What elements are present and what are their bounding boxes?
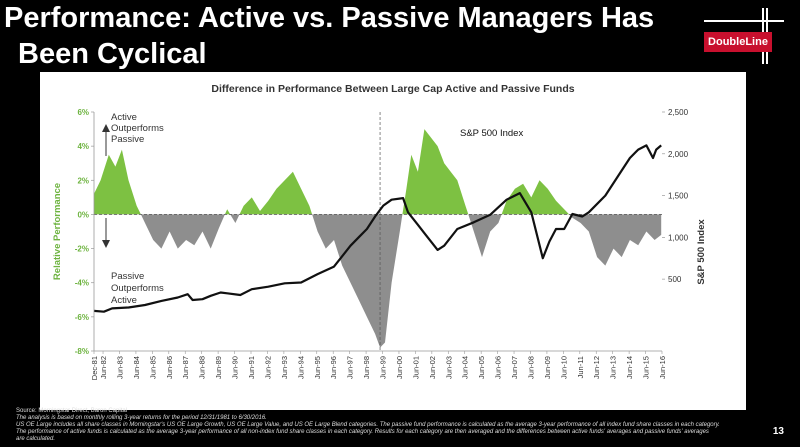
active-area-0 — [94, 149, 141, 215]
passive-area-3 — [230, 214, 240, 223]
x-tick-label-4: Jun-85 — [148, 356, 157, 379]
left-tick-label-0: 6% — [77, 108, 89, 117]
brand-line-horizontal — [704, 20, 784, 22]
x-tick-label-17: Jun-98 — [362, 356, 371, 379]
brand-mark: DoubleLine — [704, 8, 784, 68]
right-tick-label-4: 500 — [668, 275, 682, 284]
x-tick-label-30: Jun-11 — [576, 356, 585, 378]
right-tick-label-3: 1,000 — [668, 233, 689, 242]
x-tick-label-15: Jun-96 — [329, 356, 338, 379]
passive-area-5 — [312, 214, 403, 348]
slide-title: Performance: Active vs. Passive Managers… — [4, 0, 654, 72]
active-annotation-line-1: Outperforms — [111, 123, 164, 134]
x-tick-label-33: Jun-14 — [625, 356, 634, 379]
x-tick-label-9: Jun-90 — [231, 356, 240, 379]
slide-title-line2: Been Cyclical — [18, 38, 207, 70]
footer-source: Source: Morningstar Direct, Baron Capita… — [16, 408, 128, 414]
active-arrow-up-icon — [102, 124, 110, 132]
right-tick-label-1: 2,000 — [668, 150, 689, 159]
x-tick-label-7: Jun-88 — [198, 356, 207, 379]
x-tick-label-5: Jun-86 — [165, 356, 174, 379]
passive-area-1 — [140, 214, 225, 249]
right-tick-label-2: 1,500 — [668, 192, 689, 201]
x-tick-label-25: Jun-06 — [494, 356, 503, 379]
x-tick-label-0: Dec-81 — [90, 356, 99, 380]
performance-chart: Difference in Performance Between Large … — [52, 83, 707, 380]
active-area-2 — [224, 209, 231, 215]
footer-note-3: The performance of active funds is calcu… — [16, 429, 709, 435]
x-tick-label-22: Jun-03 — [444, 356, 453, 379]
x-tick-label-6: Jun-87 — [181, 356, 190, 379]
x-tick-label-21: Jun-02 — [428, 356, 437, 379]
footer-note-2: US OE Large includes all share classes i… — [16, 422, 720, 428]
left-tick-label-6: -6% — [75, 313, 89, 322]
x-tick-label-18: Jun-99 — [379, 356, 388, 379]
chart-panel: Difference in Performance Between Large … — [40, 72, 746, 410]
active-annotation-line-0: Active — [111, 112, 137, 123]
x-tick-label-34: Jun-15 — [642, 356, 651, 379]
x-tick-label-28: Jun-09 — [543, 356, 552, 379]
sp500-line — [93, 144, 662, 313]
passive-area-7 — [468, 214, 502, 258]
x-tick-label-8: Jun-89 — [214, 356, 223, 379]
x-tick-label-12: Jun-93 — [280, 356, 289, 379]
x-tick-label-23: Jun-04 — [461, 356, 470, 379]
x-tick-label-1: Jun-82 — [99, 356, 108, 379]
x-tick-label-3: Jun-84 — [132, 356, 141, 379]
active-area-8 — [501, 180, 570, 215]
x-tick-label-24: Jun-05 — [477, 356, 486, 379]
x-tick-label-19: Jun-00 — [395, 356, 404, 379]
passive-annotation-line-0: Passive — [111, 271, 144, 282]
left-tick-label-3: 0% — [77, 210, 89, 219]
x-tick-label-2: Jun-83 — [115, 356, 124, 379]
x-tick-label-31: Jun-12 — [592, 356, 601, 379]
right-tick-label-0: 2,500 — [668, 108, 689, 117]
left-tick-label-7: -8% — [75, 347, 89, 356]
x-tick-label-32: Jun-13 — [609, 356, 618, 379]
active-area-6 — [402, 129, 469, 215]
passive-annotation-line-2: Active — [111, 295, 137, 306]
x-tick-label-29: Jun-10 — [559, 356, 568, 379]
left-axis-label: Relative Performance — [52, 183, 63, 280]
footer-note-1: The analysis is based on monthly rolling… — [16, 415, 267, 421]
left-tick-label-2: 2% — [77, 176, 89, 185]
footer-note-4: are calculated. — [16, 436, 56, 442]
left-tick-label-1: 4% — [77, 142, 89, 151]
x-tick-label-27: Jun-08 — [526, 356, 535, 379]
active-area-4 — [239, 171, 313, 215]
passive-arrow-down-icon — [102, 240, 110, 248]
x-tick-label-35: Jun-16 — [658, 356, 667, 379]
footer-notes: Source: Morningstar Direct, Baron Capita… — [16, 408, 776, 443]
passive-annotation-line-1: Outperforms — [111, 283, 164, 294]
doubleline-logo: DoubleLine — [704, 32, 772, 52]
x-tick-label-13: Jun-94 — [296, 356, 305, 379]
slide-title-line1: Performance: Active vs. Passive Managers… — [4, 2, 655, 34]
page-number: 13 — [772, 426, 784, 437]
right-axis-label: S&P 500 Index — [696, 219, 707, 285]
passive-area-9 — [569, 214, 662, 266]
chart-title: Difference in Performance Between Large … — [211, 83, 574, 95]
active-annotation-line-2: Passive — [111, 134, 144, 145]
sp500-annotation: S&P 500 Index — [460, 128, 523, 139]
x-tick-label-10: Jun-91 — [247, 356, 256, 379]
x-tick-label-11: Jun-92 — [263, 356, 272, 379]
x-tick-label-14: Jun-95 — [313, 356, 322, 379]
left-tick-label-5: -4% — [75, 279, 89, 288]
x-tick-label-26: Jun-07 — [510, 356, 519, 379]
x-tick-label-20: Jun-01 — [411, 356, 420, 379]
left-tick-label-4: -2% — [75, 245, 89, 254]
x-tick-label-16: Jun-97 — [346, 356, 355, 379]
